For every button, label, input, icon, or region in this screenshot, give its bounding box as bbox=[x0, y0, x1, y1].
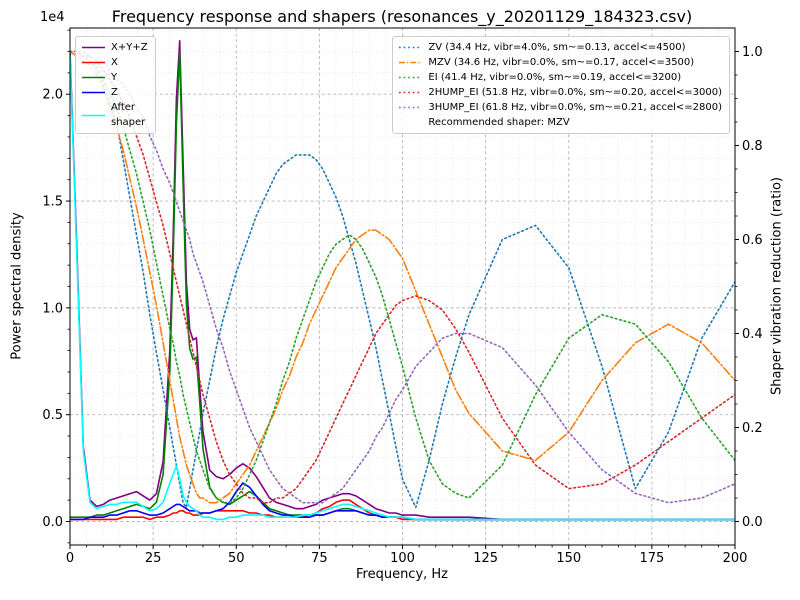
y-right-tick-label: 0.8 bbox=[742, 139, 763, 154]
legend-item: 2HUMP_EI (51.8 Hz, vibr=0.0%, sm~=0.20, … bbox=[398, 85, 722, 100]
y-right-tick-label: 0.6 bbox=[742, 233, 763, 248]
x-tick-label: 200 bbox=[723, 551, 748, 566]
legend-item-label: 2HUMP_EI (51.8 Hz, vibr=0.0%, sm~=0.20, … bbox=[428, 87, 722, 98]
legend-item-label: Z bbox=[111, 87, 118, 98]
x-tick-label: 100 bbox=[390, 551, 415, 566]
y-left-tick-label: 1.5 bbox=[42, 195, 63, 210]
y-axis-offset-text: 1e4 bbox=[40, 10, 65, 25]
legend-item: MZV (34.6 Hz, vibr=0.0%, sm~=0.17, accel… bbox=[398, 55, 722, 70]
legend-swatch bbox=[82, 46, 105, 49]
x-axis-label: Frequency, Hz bbox=[355, 567, 449, 582]
y-left-tick-label: 0.5 bbox=[42, 408, 63, 423]
legend-item-label: EI (41.4 Hz, vibr=0.0%, sm~=0.19, accel<… bbox=[428, 72, 682, 83]
legend-swatch bbox=[399, 61, 423, 64]
x-tick-label: 175 bbox=[639, 551, 664, 566]
legend-swatch bbox=[82, 61, 105, 64]
series-line-X-Y-Z bbox=[70, 39, 735, 521]
y-left-tick-label: 0.0 bbox=[42, 515, 63, 530]
legend-item: Recommended shaper: MZV bbox=[398, 115, 722, 130]
legend-swatch bbox=[399, 46, 423, 49]
legend-item: X+Y+Z bbox=[81, 40, 148, 55]
y-right-tick-label: 0.4 bbox=[742, 327, 763, 342]
chart-title: Frequency response and shapers (resonanc… bbox=[111, 7, 693, 26]
y-right-tick-label: 0.0 bbox=[742, 515, 763, 530]
series-line-EI bbox=[70, 50, 735, 504]
y-left-tick-label: 1.0 bbox=[42, 301, 63, 316]
y-axis-label-left: Power spectral density bbox=[9, 212, 25, 360]
legend-swatch bbox=[82, 76, 105, 79]
legend-item: Z bbox=[81, 85, 148, 100]
x-tick-label: 25 bbox=[145, 551, 162, 566]
legend-item: EI (41.4 Hz, vibr=0.0%, sm~=0.19, accel<… bbox=[398, 70, 722, 85]
x-tick-label: 50 bbox=[228, 551, 245, 566]
legend-item-label: X bbox=[111, 57, 118, 68]
x-tick-label: 150 bbox=[556, 551, 581, 566]
x-tick-label: 125 bbox=[473, 551, 498, 566]
legend-swatch bbox=[399, 106, 423, 109]
series-line-ZV bbox=[70, 50, 735, 509]
legend-item-label: 3HUMP_EI (61.8 Hz, vibr=0.0%, sm~=0.21, … bbox=[428, 102, 722, 113]
legend-swatch bbox=[82, 91, 105, 94]
legend-item: X bbox=[81, 55, 148, 70]
legend-swatch bbox=[399, 91, 423, 94]
legend-item-label: X+Y+Z bbox=[111, 42, 148, 53]
legend-left: X+Y+Z X Y Z After shaper bbox=[75, 36, 156, 134]
x-tick-label: 75 bbox=[311, 551, 328, 566]
legend-item: Y bbox=[81, 70, 148, 85]
series-line-2HUMP-EI bbox=[70, 50, 735, 504]
legend-swatch bbox=[398, 117, 423, 128]
series-line-MZV bbox=[70, 50, 735, 504]
legend-item: ZV (34.4 Hz, vibr=4.0%, sm~=0.13, accel<… bbox=[398, 40, 722, 55]
y-axis-label-right: Shaper vibration reduction (ratio) bbox=[769, 177, 785, 395]
legend-right: ZV (34.4 Hz, vibr=4.0%, sm~=0.13, accel<… bbox=[392, 36, 730, 134]
legend-swatch bbox=[399, 76, 423, 79]
legend-item-label: Recommended shaper: MZV bbox=[428, 117, 570, 128]
legend-swatch bbox=[82, 114, 105, 116]
legend-item-label: MZV (34.6 Hz, vibr=0.0%, sm~=0.17, accel… bbox=[428, 57, 695, 68]
series-line-After-shaper bbox=[70, 54, 735, 521]
legend-item-label: After shaper bbox=[111, 102, 146, 128]
y-right-tick-label: 0.2 bbox=[742, 421, 763, 436]
legend-item: After shaper bbox=[81, 100, 148, 130]
x-tick-label: 0 bbox=[66, 551, 74, 566]
y-left-tick-label: 2.0 bbox=[42, 88, 63, 103]
legend-item-label: Y bbox=[111, 72, 118, 83]
legend-item: 3HUMP_EI (61.8 Hz, vibr=0.0%, sm~=0.21, … bbox=[398, 100, 722, 115]
y-right-tick-label: 1.0 bbox=[742, 45, 763, 60]
legend-item-label: ZV (34.4 Hz, vibr=4.0%, sm~=0.13, accel<… bbox=[428, 42, 686, 53]
